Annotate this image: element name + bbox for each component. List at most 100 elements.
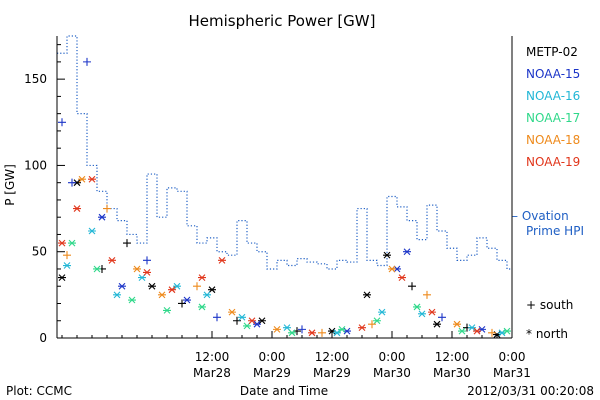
point-noaa-17 <box>503 327 511 335</box>
y-tick-label: 50 <box>32 245 47 259</box>
point-noaa-15 <box>298 325 306 334</box>
x-tick-time: 0:00 <box>499 350 526 364</box>
point-noaa-18 <box>158 291 166 299</box>
legend-marker-south: + south <box>526 298 573 312</box>
point-noaa-16 <box>63 262 71 269</box>
x-tick-date: Mar29 <box>313 366 351 380</box>
y-tick-label: 150 <box>24 72 47 86</box>
point-metp-02 <box>233 316 241 325</box>
point-noaa-18 <box>103 204 111 213</box>
x-tick-date: Mar30 <box>373 366 411 380</box>
y-tick-label: 0 <box>39 331 47 345</box>
point-noaa-15 <box>143 256 151 265</box>
point-noaa-17 <box>93 265 101 273</box>
x-tick-time: 12:00 <box>195 350 230 364</box>
point-noaa-18 <box>273 325 281 333</box>
point-metp-02 <box>123 239 131 248</box>
point-noaa-18 <box>488 328 496 337</box>
point-noaa-17 <box>458 327 466 335</box>
footer-timestamp: 2012/03/31 00:20:08 <box>467 384 594 398</box>
x-tick-date: Mar29 <box>253 366 291 380</box>
ovation-hpi-line <box>57 35 512 270</box>
x-tick-time: 0:00 <box>379 350 406 364</box>
point-noaa-19 <box>248 317 256 325</box>
point-noaa-18 <box>388 265 396 273</box>
point-noaa-17 <box>243 322 251 330</box>
point-noaa-18 <box>133 265 141 273</box>
legend-marker-north: * north <box>526 327 568 341</box>
point-noaa-17 <box>198 303 206 311</box>
point-noaa-16 <box>88 227 96 235</box>
point-metp-02 <box>58 274 66 281</box>
point-noaa-18 <box>78 175 86 183</box>
point-noaa-15 <box>83 57 91 66</box>
point-noaa-18 <box>423 290 431 299</box>
footer-plot-credit: Plot: CCMC <box>6 384 72 398</box>
point-noaa-15 <box>98 213 106 221</box>
legend-metp-02: METP-02 <box>526 45 578 59</box>
legend-noaa-19: NOAA-19 <box>526 155 580 169</box>
point-noaa-16 <box>138 274 146 281</box>
point-noaa-19 <box>473 327 481 335</box>
point-metp-02 <box>408 282 416 291</box>
point-noaa-16 <box>283 324 291 332</box>
point-metp-02 <box>178 299 186 308</box>
legend-noaa-17: NOAA-17 <box>526 111 580 125</box>
point-noaa-15 <box>403 248 411 256</box>
x-tick-date: Mar31 <box>493 366 531 380</box>
x-tick-date: Mar30 <box>433 366 471 380</box>
legend-noaa-15: NOAA-15 <box>526 67 580 81</box>
point-noaa-17 <box>338 325 346 333</box>
point-noaa-15 <box>253 320 261 328</box>
point-noaa-18 <box>228 308 236 316</box>
point-noaa-16 <box>238 313 246 321</box>
point-noaa-17 <box>163 307 171 314</box>
point-noaa-16 <box>173 282 181 290</box>
point-noaa-19 <box>358 324 366 332</box>
point-noaa-16 <box>418 310 426 318</box>
point-metp-02 <box>148 282 156 290</box>
point-noaa-16 <box>113 291 121 299</box>
point-noaa-15 <box>183 296 191 304</box>
point-noaa-19 <box>198 274 206 281</box>
point-noaa-18 <box>368 320 376 329</box>
point-noaa-19 <box>88 175 96 183</box>
legend-noaa-16: NOAA-16 <box>526 89 580 103</box>
point-noaa-18 <box>318 328 326 337</box>
point-noaa-18 <box>193 282 201 291</box>
legend-noaa-18: NOAA-18 <box>526 133 580 147</box>
x-tick-date: Mar28 <box>193 366 231 380</box>
point-metp-02 <box>363 291 371 299</box>
point-metp-02 <box>383 251 391 259</box>
point-noaa-19 <box>143 269 151 276</box>
point-noaa-16 <box>468 324 476 332</box>
point-noaa-15 <box>438 313 446 322</box>
point-noaa-19 <box>168 286 176 294</box>
point-noaa-19 <box>218 256 226 264</box>
point-noaa-19 <box>73 205 81 212</box>
point-noaa-19 <box>108 256 116 264</box>
x-tick-time: 12:00 <box>435 350 470 364</box>
legend-ovation-line2: Prime HPI <box>526 224 584 238</box>
point-noaa-15 <box>58 118 66 127</box>
point-noaa-15 <box>213 313 221 322</box>
point-noaa-19 <box>308 329 316 337</box>
legend-ovation-line1: – Ovation <box>512 209 569 223</box>
point-noaa-17 <box>373 317 381 325</box>
point-noaa-17 <box>68 239 76 247</box>
chart-title: Hemispheric Power [GW] <box>189 12 376 30</box>
point-noaa-16 <box>378 308 386 316</box>
point-noaa-19 <box>398 274 406 281</box>
x-axis-label: Date and Time <box>240 384 328 398</box>
point-metp-02 <box>433 320 441 328</box>
point-noaa-15 <box>68 178 76 187</box>
point-noaa-17 <box>288 329 296 337</box>
point-noaa-16 <box>333 329 341 337</box>
point-metp-02 <box>208 286 216 294</box>
point-noaa-16 <box>203 291 211 299</box>
point-noaa-19 <box>428 308 436 316</box>
y-tick-label: 100 <box>24 158 47 172</box>
point-noaa-17 <box>413 303 421 311</box>
point-noaa-17 <box>128 296 136 304</box>
